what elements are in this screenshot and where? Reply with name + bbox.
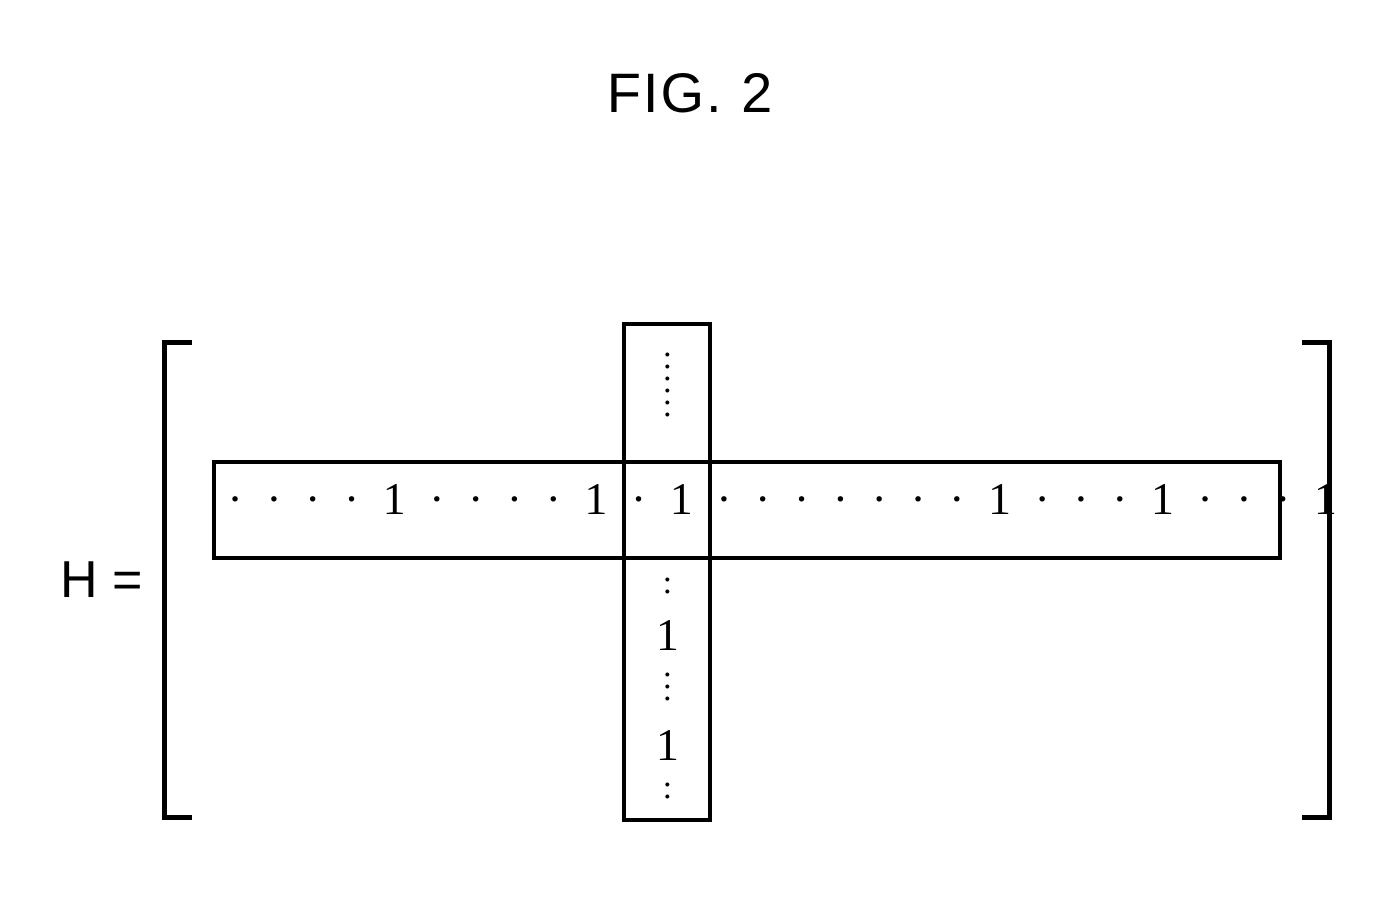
bracket-right bbox=[1302, 340, 1332, 820]
row-content: · · · · 1 · · · · 1 · 1 · · · · · · · 1 … bbox=[227, 472, 1267, 525]
col-vdots-mid1: •• bbox=[622, 575, 712, 599]
col-vdots-mid2: ••• bbox=[622, 670, 712, 706]
col-vdots-top: •••••• bbox=[622, 350, 712, 422]
matrix: · · · · 1 · · · · 1 · 1 · · · · · · · 1 … bbox=[162, 340, 1332, 820]
equation-lhs: H = bbox=[60, 550, 142, 610]
column-cell-2: 1 bbox=[622, 608, 712, 661]
col-vdots-bottom: •• bbox=[622, 780, 712, 804]
column-cell-3: 1 bbox=[622, 718, 712, 771]
figure-title: FIG. 2 bbox=[607, 60, 775, 125]
equation-container: H = · · · · 1 · · · · 1 · 1 · · · · · · … bbox=[60, 340, 1332, 820]
bracket-left bbox=[162, 340, 192, 820]
